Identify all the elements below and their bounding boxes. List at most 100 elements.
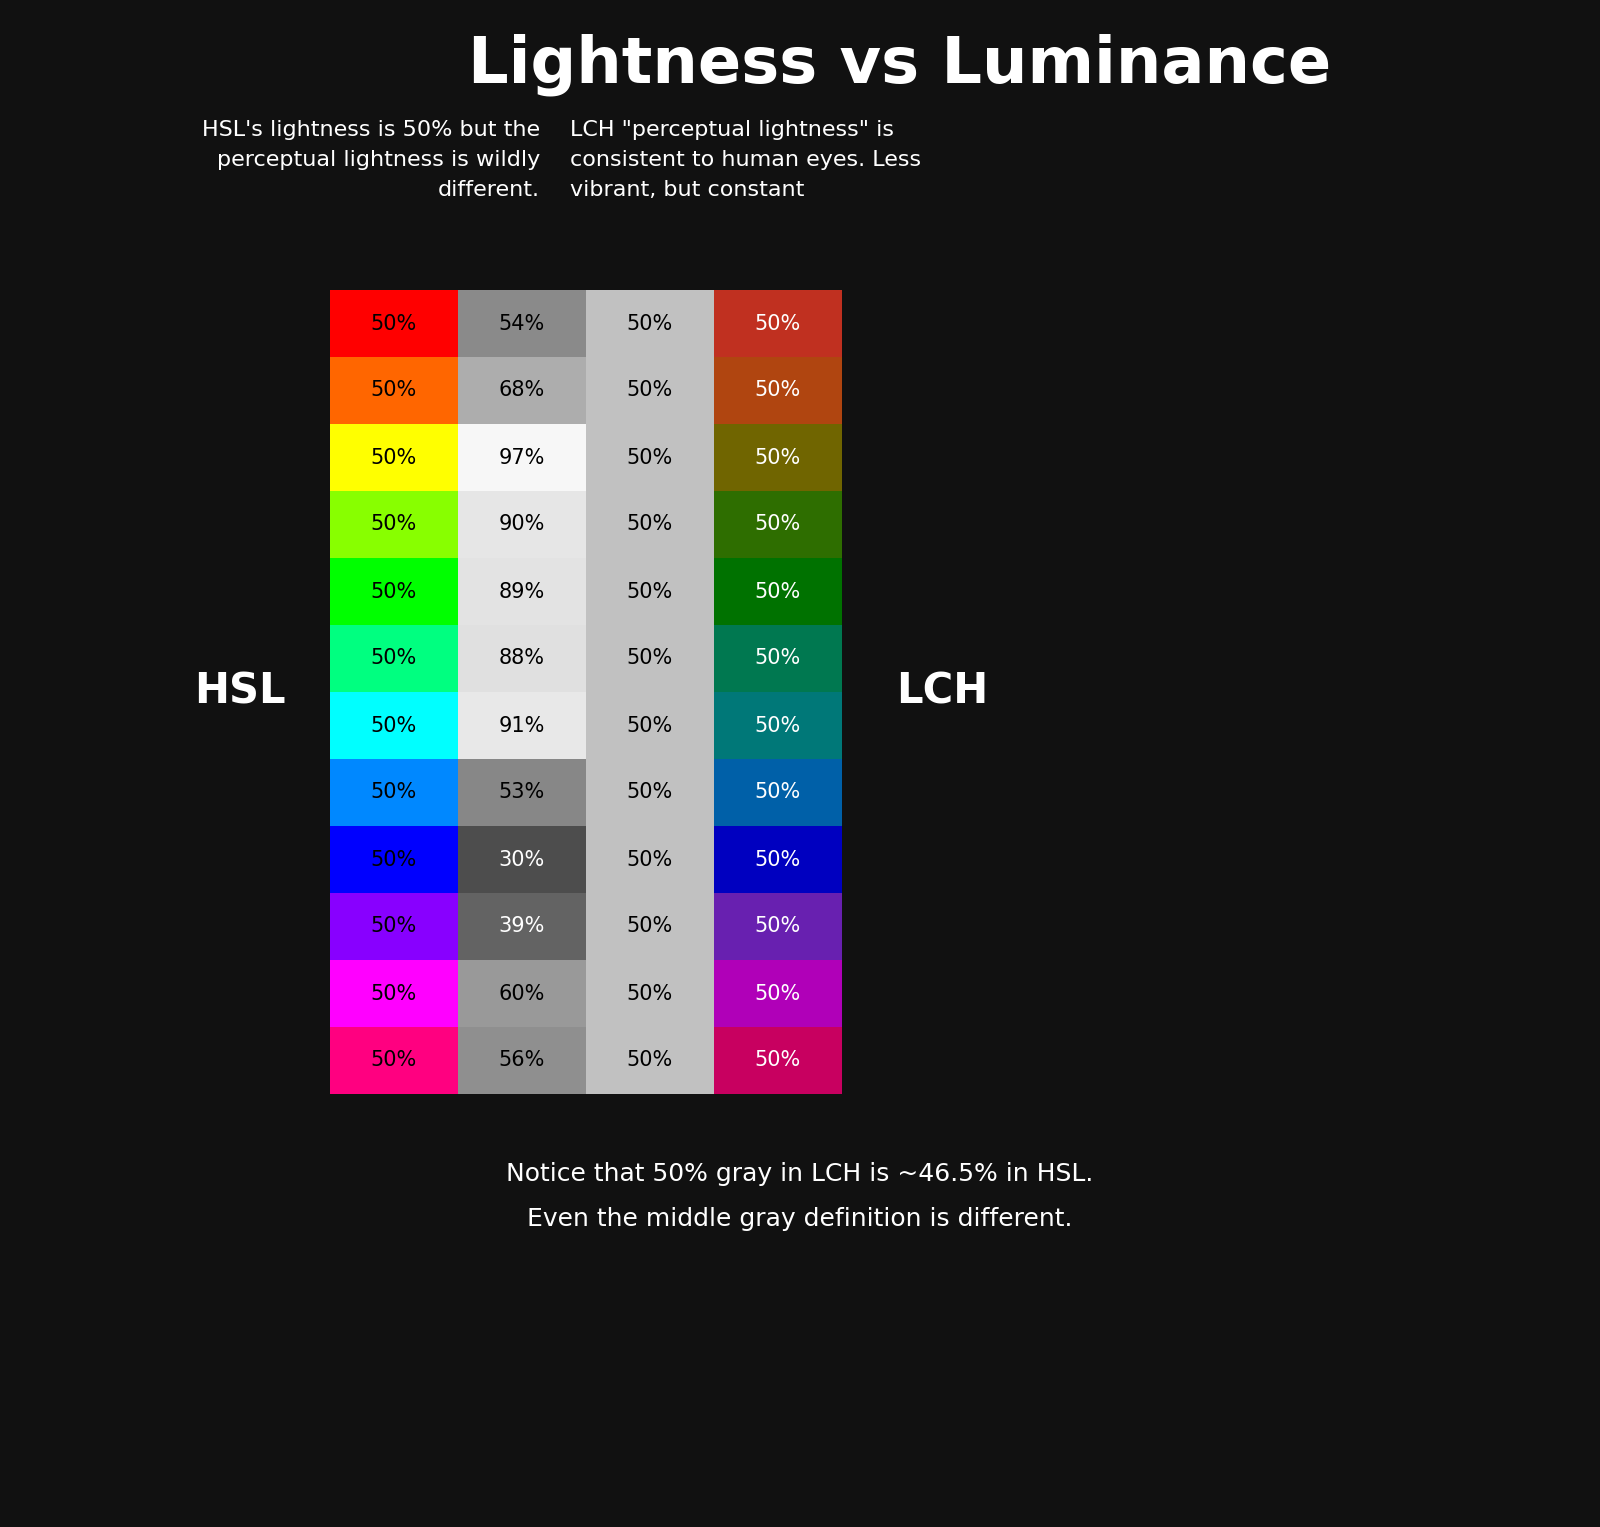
Bar xyxy=(714,557,842,625)
Text: 91%: 91% xyxy=(499,716,546,736)
Text: LCH: LCH xyxy=(896,670,989,713)
Bar xyxy=(586,692,714,759)
Text: 50%: 50% xyxy=(371,782,418,803)
Bar xyxy=(586,960,714,1028)
Text: 54%: 54% xyxy=(499,313,546,333)
Text: 88%: 88% xyxy=(499,649,546,669)
Text: 50%: 50% xyxy=(627,649,674,669)
Bar xyxy=(586,357,714,425)
Text: 50%: 50% xyxy=(755,716,802,736)
Bar xyxy=(458,893,586,960)
Bar xyxy=(458,1028,586,1093)
Text: 50%: 50% xyxy=(755,582,802,602)
Text: 56%: 56% xyxy=(499,1051,546,1070)
Bar xyxy=(714,960,842,1028)
Text: 50%: 50% xyxy=(755,515,802,534)
Bar xyxy=(586,425,714,492)
Text: 97%: 97% xyxy=(499,447,546,467)
Text: 50%: 50% xyxy=(627,849,674,869)
Text: 50%: 50% xyxy=(627,782,674,803)
Text: 50%: 50% xyxy=(371,649,418,669)
Text: Even the middle gray definition is different.: Even the middle gray definition is diffe… xyxy=(528,1206,1072,1231)
Bar xyxy=(586,893,714,960)
Bar xyxy=(330,425,458,492)
Text: 90%: 90% xyxy=(499,515,546,534)
Bar xyxy=(330,960,458,1028)
Bar xyxy=(330,826,458,893)
Text: 50%: 50% xyxy=(755,1051,802,1070)
Text: Notice that 50% gray in LCH is ~46.5% in HSL.: Notice that 50% gray in LCH is ~46.5% in… xyxy=(506,1162,1094,1186)
Bar xyxy=(714,759,842,826)
Bar xyxy=(714,357,842,425)
Text: 50%: 50% xyxy=(627,716,674,736)
Bar xyxy=(714,425,842,492)
Bar xyxy=(330,1028,458,1093)
Bar xyxy=(330,692,458,759)
Bar xyxy=(458,357,586,425)
Bar xyxy=(586,625,714,692)
Text: 50%: 50% xyxy=(371,916,418,936)
Bar xyxy=(714,625,842,692)
Text: 50%: 50% xyxy=(627,983,674,1003)
Bar xyxy=(714,492,842,557)
Bar xyxy=(586,492,714,557)
Text: 50%: 50% xyxy=(627,916,674,936)
Bar xyxy=(458,759,586,826)
Text: 50%: 50% xyxy=(627,447,674,467)
Text: 50%: 50% xyxy=(371,849,418,869)
Bar xyxy=(330,290,458,357)
Bar xyxy=(458,290,586,357)
Text: 50%: 50% xyxy=(627,582,674,602)
Text: 50%: 50% xyxy=(755,916,802,936)
Bar xyxy=(586,759,714,826)
Bar xyxy=(330,625,458,692)
Text: 50%: 50% xyxy=(755,782,802,803)
Bar xyxy=(330,357,458,425)
Text: 50%: 50% xyxy=(755,447,802,467)
Text: 50%: 50% xyxy=(755,649,802,669)
Text: Lightness vs Luminance: Lightness vs Luminance xyxy=(469,34,1331,96)
Text: 50%: 50% xyxy=(371,380,418,400)
Bar xyxy=(714,893,842,960)
Bar xyxy=(330,893,458,960)
Bar xyxy=(714,290,842,357)
Bar xyxy=(714,826,842,893)
Text: HSL's lightness is 50% but the
perceptual lightness is wildly
different.: HSL's lightness is 50% but the perceptua… xyxy=(202,121,541,200)
Text: 53%: 53% xyxy=(499,782,546,803)
Text: 30%: 30% xyxy=(499,849,546,869)
Bar xyxy=(458,425,586,492)
Bar xyxy=(458,557,586,625)
Text: 50%: 50% xyxy=(371,983,418,1003)
Bar xyxy=(458,625,586,692)
Text: 68%: 68% xyxy=(499,380,546,400)
Text: LCH "perceptual lightness" is
consistent to human eyes. Less
vibrant, but consta: LCH "perceptual lightness" is consistent… xyxy=(570,121,922,200)
Bar xyxy=(458,692,586,759)
Text: 50%: 50% xyxy=(371,515,418,534)
Bar xyxy=(330,759,458,826)
Text: 60%: 60% xyxy=(499,983,546,1003)
Text: 50%: 50% xyxy=(755,983,802,1003)
Text: 50%: 50% xyxy=(371,582,418,602)
Bar xyxy=(714,692,842,759)
Text: 50%: 50% xyxy=(371,447,418,467)
Bar xyxy=(714,1028,842,1093)
Text: 50%: 50% xyxy=(755,849,802,869)
Text: HSL: HSL xyxy=(194,670,286,713)
Text: 50%: 50% xyxy=(755,313,802,333)
Bar xyxy=(458,492,586,557)
Text: 89%: 89% xyxy=(499,582,546,602)
Text: 50%: 50% xyxy=(371,716,418,736)
Text: 50%: 50% xyxy=(371,313,418,333)
Text: 50%: 50% xyxy=(627,380,674,400)
Text: 50%: 50% xyxy=(627,515,674,534)
Bar xyxy=(330,492,458,557)
Text: 50%: 50% xyxy=(627,313,674,333)
Bar xyxy=(458,826,586,893)
Text: 50%: 50% xyxy=(371,1051,418,1070)
Text: 39%: 39% xyxy=(499,916,546,936)
Bar xyxy=(458,960,586,1028)
Bar xyxy=(586,557,714,625)
Bar xyxy=(586,290,714,357)
Bar xyxy=(586,1028,714,1093)
Text: 50%: 50% xyxy=(755,380,802,400)
